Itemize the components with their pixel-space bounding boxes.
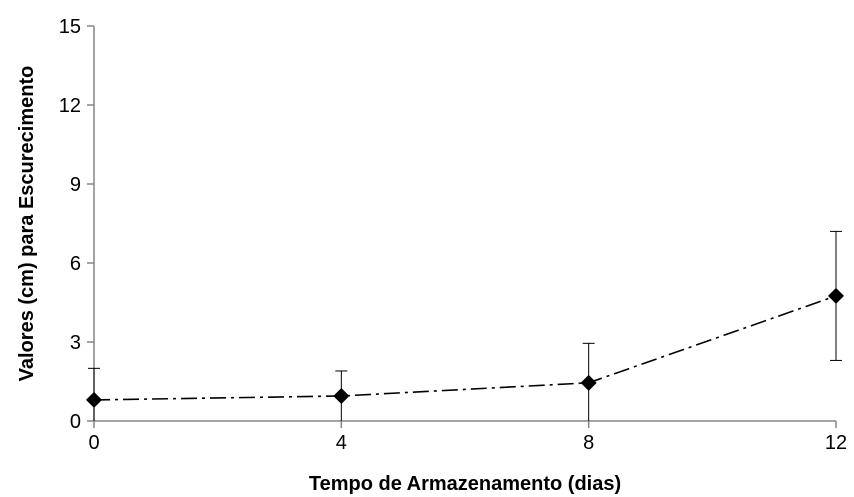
data-point-marker (86, 391, 102, 408)
x-tick-label: 8 (583, 432, 594, 454)
x-axis-title: Tempo de Armazenamento (dias) (309, 473, 621, 495)
data-point-marker (333, 387, 350, 404)
y-tick-label: 0 (70, 411, 81, 433)
y-tick-label: 9 (70, 174, 81, 196)
x-tick-label: 4 (336, 432, 347, 454)
y-tick-label: 12 (59, 95, 81, 117)
series-line (93, 295, 837, 401)
plot-area: 0 3 6 9 12 15 0 4 8 12 (59, 16, 847, 454)
y-tick-label: 15 (59, 16, 81, 38)
x-tick-label: 12 (825, 432, 847, 454)
x-tick-label: 0 (88, 432, 99, 454)
data-point-marker (828, 287, 844, 304)
data-point-marker (580, 374, 597, 391)
y-tick-label: 6 (70, 253, 81, 275)
y-tick-label: 3 (70, 332, 81, 354)
y-axis-title: Valores (cm) para Escurecimento (16, 66, 38, 382)
